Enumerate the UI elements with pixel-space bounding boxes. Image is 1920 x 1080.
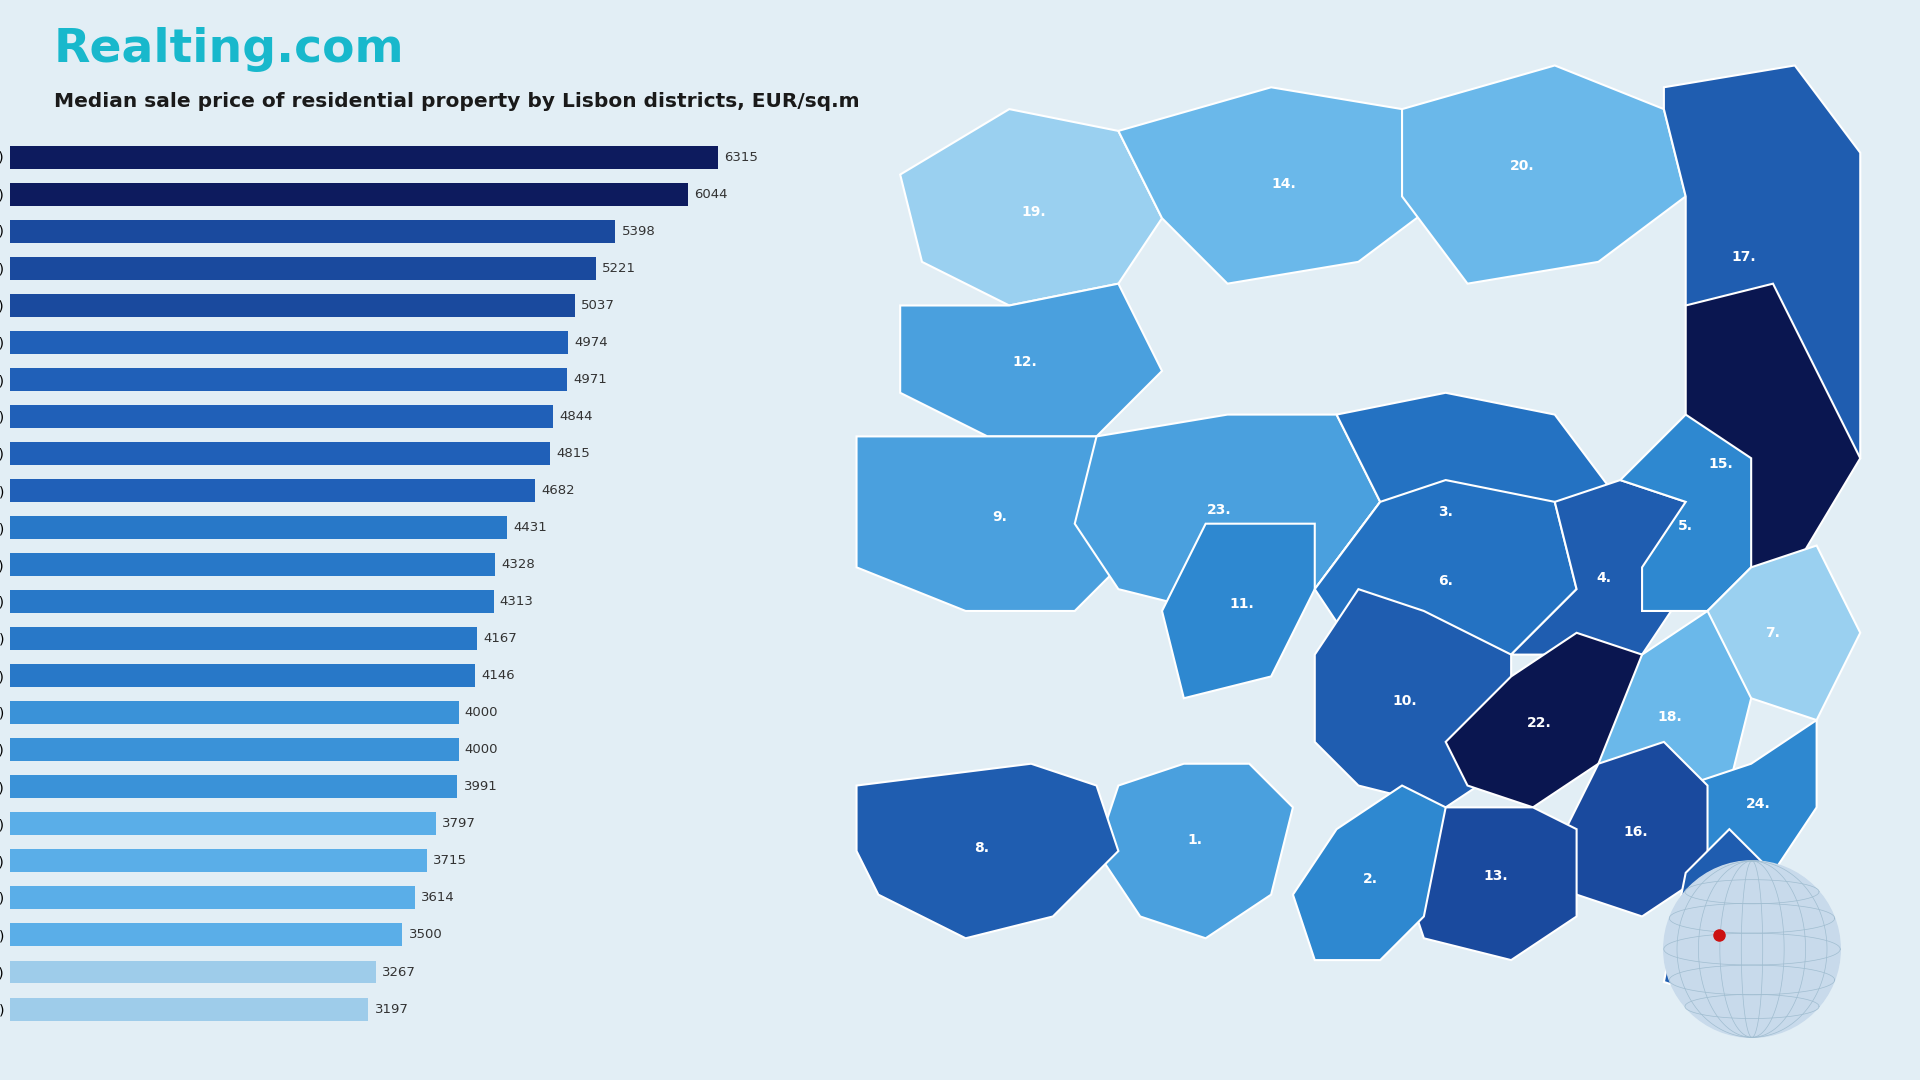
Polygon shape (1402, 808, 1576, 960)
Text: 15.: 15. (1709, 457, 1734, 471)
Text: 22.: 22. (1526, 716, 1551, 730)
Text: 4431: 4431 (513, 522, 547, 535)
Polygon shape (1599, 611, 1751, 808)
Text: 3797: 3797 (442, 818, 476, 831)
Text: 3197: 3197 (374, 1002, 409, 1015)
Bar (10, 701, 459, 725)
Bar (10, 998, 369, 1021)
Text: 3500: 3500 (409, 929, 442, 942)
Bar (10, 332, 568, 354)
Text: 9.: 9. (993, 511, 1008, 525)
Polygon shape (1620, 284, 1860, 611)
Polygon shape (1620, 415, 1751, 611)
Text: 4000: 4000 (465, 706, 497, 719)
Text: 4974: 4974 (574, 336, 607, 349)
Text: 3.: 3. (1438, 504, 1453, 518)
Text: 23.: 23. (1208, 503, 1231, 517)
Polygon shape (1665, 829, 1795, 1003)
Bar (10, 591, 493, 613)
Polygon shape (856, 436, 1162, 611)
Bar (10, 405, 553, 428)
Text: 21.: 21. (1716, 913, 1741, 927)
Text: 6315: 6315 (724, 151, 758, 164)
Text: 14.: 14. (1271, 177, 1296, 191)
Text: 2.: 2. (1363, 872, 1379, 886)
Bar (10, 627, 478, 650)
Polygon shape (1446, 633, 1642, 808)
Text: 4682: 4682 (541, 484, 574, 497)
Text: 3267: 3267 (382, 966, 417, 978)
Polygon shape (1315, 590, 1511, 808)
Polygon shape (1162, 524, 1315, 699)
Bar (10, 220, 616, 243)
Text: 5398: 5398 (622, 225, 655, 238)
Text: 12.: 12. (1012, 354, 1037, 368)
Bar (10, 923, 403, 946)
Text: 11.: 11. (1229, 596, 1254, 610)
Text: 5221: 5221 (601, 262, 636, 275)
Polygon shape (1117, 87, 1446, 284)
Polygon shape (1096, 764, 1292, 939)
Bar (10, 183, 687, 206)
Text: 4146: 4146 (482, 670, 515, 683)
Bar (10, 553, 495, 576)
Bar (10, 257, 595, 280)
Text: 18.: 18. (1657, 710, 1682, 724)
Text: 1.: 1. (1187, 833, 1202, 847)
Text: 4000: 4000 (465, 743, 497, 756)
Bar (10, 294, 574, 316)
Bar (10, 887, 415, 909)
Polygon shape (1686, 720, 1816, 873)
Bar (10, 368, 568, 391)
Text: 24.: 24. (1745, 797, 1770, 811)
Text: 19.: 19. (1021, 205, 1046, 219)
Bar (10, 960, 376, 984)
Circle shape (1665, 861, 1839, 1037)
Bar (10, 442, 549, 465)
Bar (10, 664, 474, 687)
Text: Realting.com: Realting.com (54, 27, 405, 72)
Text: Median sale price of residential property by Lisbon districts, EUR/sq.m: Median sale price of residential propert… (54, 92, 860, 111)
Polygon shape (1555, 742, 1707, 917)
Polygon shape (1315, 480, 1576, 676)
Bar (10, 850, 426, 873)
Polygon shape (1665, 66, 1860, 502)
Text: 3715: 3715 (432, 854, 467, 867)
Text: 3991: 3991 (463, 781, 497, 794)
Text: 5.: 5. (1678, 519, 1693, 534)
Polygon shape (900, 284, 1162, 436)
Polygon shape (1707, 545, 1860, 720)
Text: 10.: 10. (1392, 694, 1417, 708)
Bar (10, 775, 457, 798)
Polygon shape (1075, 415, 1380, 611)
Polygon shape (856, 764, 1117, 939)
Polygon shape (1292, 785, 1446, 960)
Text: 4313: 4313 (499, 595, 534, 608)
Bar (10, 480, 536, 502)
Text: 17.: 17. (1732, 249, 1757, 264)
Bar (10, 739, 459, 761)
Polygon shape (1402, 66, 1686, 284)
Text: 6044: 6044 (693, 188, 728, 201)
Text: 5037: 5037 (582, 299, 614, 312)
Text: 4815: 4815 (557, 447, 589, 460)
Text: 4.: 4. (1596, 571, 1611, 585)
Polygon shape (1315, 393, 1620, 611)
Text: 4328: 4328 (501, 558, 536, 571)
Text: 7.: 7. (1766, 625, 1780, 639)
Bar (10, 516, 507, 539)
Text: 16.: 16. (1624, 825, 1647, 839)
Text: 8.: 8. (975, 841, 989, 855)
Bar (10, 146, 718, 168)
Text: 13.: 13. (1484, 869, 1507, 883)
Polygon shape (1511, 480, 1686, 654)
Text: 4167: 4167 (484, 632, 516, 645)
Text: 4844: 4844 (559, 410, 593, 423)
Text: 20.: 20. (1509, 160, 1534, 174)
Text: 4971: 4971 (574, 373, 607, 386)
Text: 3614: 3614 (420, 891, 455, 904)
Polygon shape (900, 109, 1162, 306)
Bar (10, 812, 436, 835)
Text: 6.: 6. (1438, 573, 1453, 588)
